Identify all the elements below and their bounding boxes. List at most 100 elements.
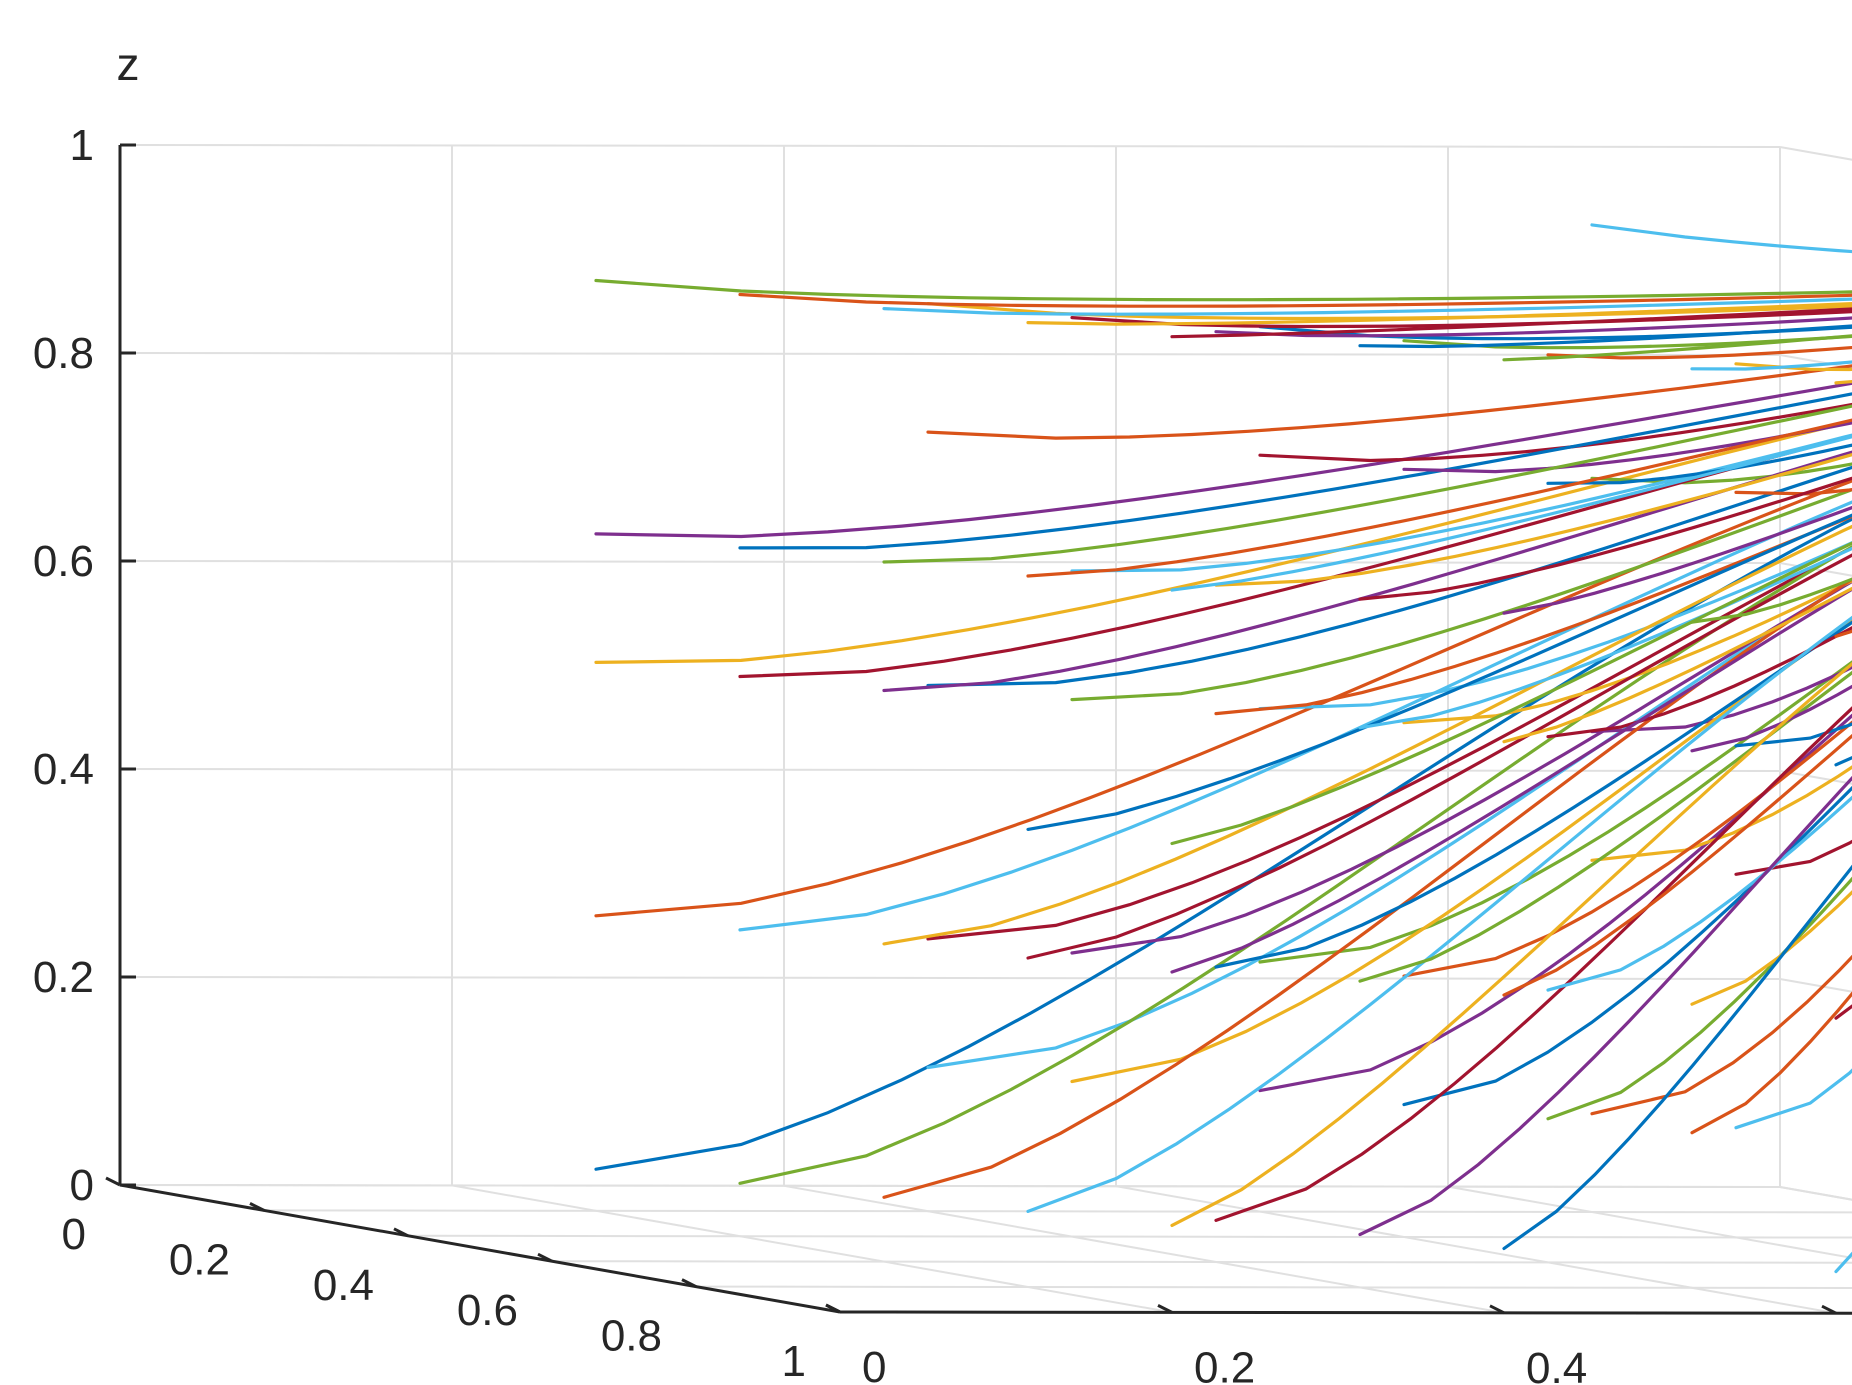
y-tick [1489,1304,1505,1315]
x-tick-label: 0 [62,1210,86,1259]
trajectory-line [1026,302,1852,326]
y-tick [825,1303,841,1314]
trajectory-line [1502,864,1852,1251]
trajectory-line [1070,618,1852,1084]
trajectory-line [1502,505,1852,615]
y-tick [1157,1304,1173,1314]
trajectory-line [1358,546,1852,730]
grid-line-floor-y [451,1184,1173,1314]
trajectory-line [1546,443,1852,485]
trajectory-line [882,450,1852,693]
grid-line-floor-x [263,1209,1852,1214]
trajectory-line [1170,587,1852,974]
trajectory-line [1402,579,1852,725]
trajectory-line [594,517,1852,1171]
trajectory-line [1170,307,1852,339]
trajectory-line [1502,334,1852,362]
axes-layer [105,143,1852,1315]
trajectory-line [882,404,1852,564]
grid-line-right-wall-z [1779,146,1852,161]
trajectory-line [1402,421,1852,474]
trajectory-line [1258,325,1852,341]
trajectory-line [738,392,1852,550]
trajectory-line [882,577,1852,1199]
trajectory-line [1502,733,1852,997]
y-tick-label: 0.2 [1194,1343,1255,1385]
z-tick-label: 1 [70,121,94,170]
x-tick-label: 0.8 [601,1312,662,1361]
trajectory-line [1546,345,1852,360]
grid-line-floor-x [695,1285,1852,1289]
trajectory-line [738,292,1852,308]
trajectory-line [1070,310,1852,329]
trajectory-line [594,479,1852,918]
x-tick [537,1252,553,1263]
trajectory-line [1258,713,1852,1093]
x-tick-label: 1 [782,1337,806,1385]
z-tick-label: 0.4 [33,745,94,794]
grid-line-floor-y [783,1184,1505,1314]
trajectory-line [1214,316,1852,338]
trajectory-line [1026,615,1852,1214]
trajectory-line [1170,661,1852,1228]
trajectory-line [1590,223,1852,254]
trajectory-line [1734,1068,1852,1130]
y-tick [1821,1304,1837,1315]
x-tick [393,1227,409,1238]
labels-layer: z 00.20.40.60.8100.20.40.60.8100.20.40.6… [33,38,1587,1385]
trajectory-line [1026,418,1852,578]
grid-line-floor-y [1447,1185,1852,1259]
trajectory-line [926,302,1852,321]
series-layer [594,223,1852,1274]
grid-line-left-wall-z [119,976,1781,980]
z-tick-label: 0 [70,1161,94,1210]
grid-line-left-wall-z [119,144,1781,148]
trajectory-line [594,419,1852,665]
x-tick [249,1202,265,1212]
trajectory-line [1214,620,1852,969]
trajectory-line [1070,579,1852,955]
z-axis-title: z [117,38,140,90]
trajectory-line [1358,476,1852,601]
trajectory-line [1170,435,1852,592]
grid-line-right-wall-z [1779,978,1852,993]
grid-line-left-wall-z [119,768,1781,772]
trajectory-line [594,278,1852,302]
trajectory-line [1546,876,1852,1121]
grid-line-left-wall-z [119,352,1781,356]
trajectory-line [926,577,1852,1070]
trajectory-line [1502,586,1852,744]
trajectory-line [1170,541,1852,846]
y-axis-line [839,1310,1852,1315]
trajectory-line [1070,433,1852,573]
trajectory-line [1402,720,1852,978]
trajectory-line [926,465,1852,688]
trajectory-line [1214,453,1852,587]
grid-line-floor-x [407,1234,1852,1239]
trajectory-line [926,364,1852,440]
trajectory-line [1026,553,1852,960]
z-tick-label: 0.6 [33,537,94,586]
trajectory-line [1214,706,1852,1223]
trajectory-line [1026,513,1852,832]
trajectory-line [1358,775,1852,1237]
trajectory-line [1358,670,1852,983]
trajectory-line [594,381,1852,539]
z-tick-label: 0.8 [33,329,94,378]
trajectory-line [926,545,1852,941]
x-tick-label: 0.2 [169,1235,230,1284]
trajectory-line [1358,324,1852,349]
trajectory-line [882,297,1852,316]
trajectory-line [738,500,1852,932]
grid-line-floor-x [551,1260,1852,1264]
trajectory-line [1214,514,1852,716]
z-tick-label: 0.2 [33,953,94,1002]
y-tick-label: 0.4 [1526,1344,1587,1385]
trajectory-line [1258,541,1852,711]
trajectory-line [1258,660,1852,964]
x-tick [681,1278,697,1288]
x-axis-line [119,1183,841,1314]
x-tick-label: 0.4 [313,1261,374,1310]
grid-line-floor-x [119,1184,1781,1188]
